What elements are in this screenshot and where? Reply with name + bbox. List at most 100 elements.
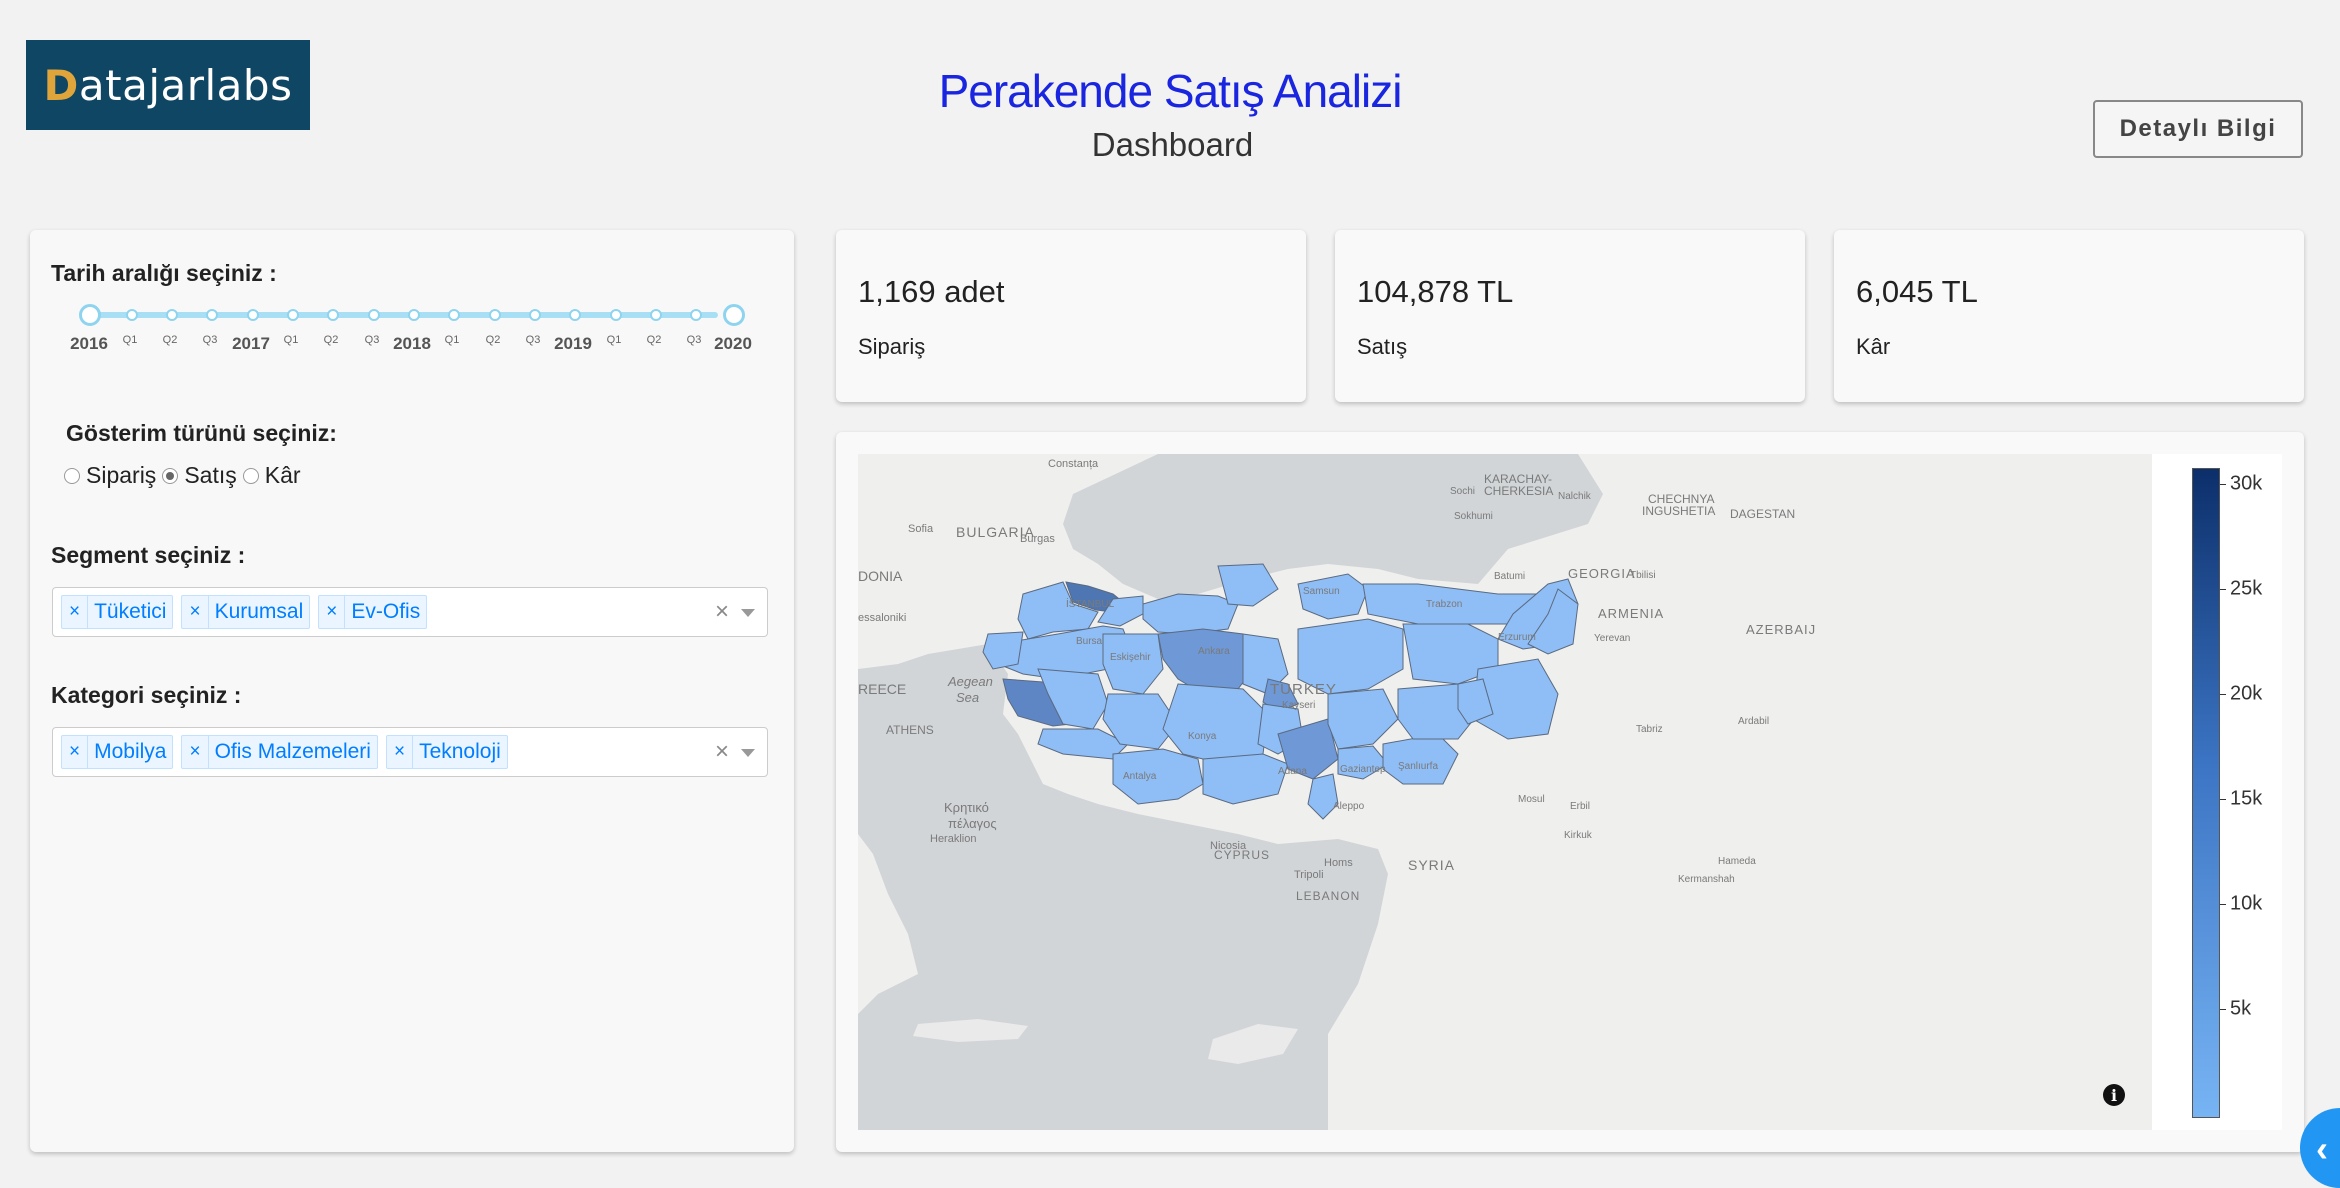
info-icon[interactable]: i (2103, 1084, 2125, 1106)
kpi-label: Sipariş (858, 334, 926, 359)
province-sivas[interactable] (1297, 618, 1404, 695)
slider-dot[interactable] (489, 309, 501, 321)
kpi-value: 1,169 adet (858, 274, 1005, 309)
remove-chip-icon[interactable]: × (62, 596, 89, 628)
radio-circle-checked[interactable] (162, 467, 179, 484)
province-kocaeli-sakarya[interactable] (1097, 595, 1144, 627)
display-type-radio-group: Sipariş Satış Kâr (64, 462, 307, 489)
province-kahramanmaras-malatya[interactable] (1327, 688, 1399, 750)
slider-dot[interactable] (247, 309, 259, 321)
slider-mark-year: 2019 (554, 334, 592, 353)
remove-chip-icon[interactable]: × (387, 736, 414, 768)
slider-mark-year: 2017 (232, 334, 270, 353)
segment-chip: × Ev-Ofis (318, 595, 428, 629)
category-select[interactable]: × Mobilya × Ofis Malzemeleri × Teknoloji × (52, 727, 768, 777)
map-label: Burgas (1020, 533, 1055, 545)
province-gaziantep[interactable] (1337, 745, 1389, 780)
province-hatay[interactable] (1307, 773, 1339, 820)
kpi-label: Satış (1357, 334, 1408, 359)
detail-info-button[interactable]: Detaylı Bilgi (2093, 100, 2303, 158)
colorbar-tick (2220, 484, 2226, 485)
province-samsun[interactable] (1297, 573, 1369, 620)
province-bitlis-mus[interactable] (1457, 678, 1494, 725)
kpi-card-orders: 1,169 adet Sipariş (836, 230, 1306, 402)
map-svg[interactable]: Constanța BULGARIA Sofia Burgas DONIA es… (858, 454, 2152, 1130)
map-label: Mosul (1518, 794, 1545, 805)
slider-dot[interactable] (166, 309, 178, 321)
map-label: essaloniki (858, 612, 906, 624)
radio-kar[interactable]: Kâr (242, 462, 301, 489)
province-adana[interactable] (1277, 718, 1339, 780)
slider-dot[interactable] (206, 309, 218, 321)
map-label: REECE (858, 681, 906, 697)
remove-chip-icon[interactable]: × (62, 736, 89, 768)
slider-mark-quarter: Q2 (162, 334, 178, 346)
province-eskisehir-kutahya[interactable] (1102, 633, 1164, 695)
slider-dot[interactable] (448, 309, 460, 321)
map-label: TURKEY (1270, 681, 1337, 698)
slider-dot[interactable] (529, 309, 541, 321)
map-label: LEBANON (1296, 889, 1360, 903)
slider-dot[interactable] (287, 309, 299, 321)
province-mersin[interactable] (1202, 753, 1289, 805)
slider-dot[interactable] (126, 309, 138, 321)
colorbar-tick (2220, 904, 2226, 905)
page-subtitle: Dashboard (1091, 126, 1254, 163)
clear-all-icon[interactable]: × (714, 738, 729, 765)
kpi-card-sales: 104,878 TL Satış (1335, 230, 1805, 402)
remove-chip-icon[interactable]: × (319, 596, 346, 628)
slider-dot[interactable] (368, 309, 380, 321)
slider-mark-year: 2020 (714, 334, 752, 353)
province-sanliurfa[interactable] (1382, 733, 1459, 785)
clear-all-icon[interactable]: × (714, 598, 729, 625)
province-ankara[interactable] (1157, 628, 1254, 695)
radio-satis[interactable]: Satış (162, 462, 237, 489)
map-labels: Constanța BULGARIA Sofia Burgas DONIA es… (858, 458, 1815, 903)
radio-siparis[interactable]: Sipariş (64, 462, 156, 489)
choropleth-map[interactable]: Constanța BULGARIA Sofia Burgas DONIA es… (858, 454, 2152, 1130)
slider-mark-quarter: Q1 (283, 334, 299, 346)
radio-circle[interactable] (64, 467, 80, 484)
slider-handle-end[interactable] (723, 304, 745, 326)
display-type-label: Gösterim türünü seçiniz: (66, 420, 337, 446)
colorbar-tick (2220, 1009, 2226, 1010)
map-label: Sochi (1450, 486, 1475, 497)
category-chip: × Mobilya (61, 735, 174, 769)
province-west-black-sea[interactable] (1142, 593, 1239, 635)
map-label: Kermanshah (1678, 874, 1735, 885)
radio-label: Satış (184, 462, 237, 488)
date-range-slider[interactable]: 2016 Q1 Q2 Q3 2017 Q1 Q2 Q3 2018 Q1 Q2 Q… (58, 294, 752, 354)
map-label: Ankara (1198, 646, 1230, 657)
collapse-sidebar-button[interactable]: ‹ (2300, 1108, 2340, 1188)
slider-mark-quarter: Q1 (606, 334, 622, 346)
slider-dot[interactable] (327, 309, 339, 321)
slider-dot[interactable] (569, 309, 581, 321)
dropdown-arrow-icon[interactable] (741, 609, 755, 617)
radio-circle[interactable] (242, 467, 259, 484)
segment-select[interactable]: × Tüketici × Kurumsal × Ev-Ofis × (52, 587, 768, 637)
dropdown-arrow-icon[interactable] (741, 749, 755, 757)
slider-dot[interactable] (610, 309, 622, 321)
province-konya[interactable] (1162, 683, 1269, 765)
province-antalya[interactable] (1112, 748, 1204, 805)
map-label: Aleppo (1333, 801, 1365, 812)
map-label: CHERKESIA (1484, 484, 1553, 498)
slider-dot[interactable] (650, 309, 662, 321)
segment-chip: × Kurumsal (181, 595, 311, 629)
colorbar: 30k 25k 20k 15k 10k 5k (2152, 454, 2282, 1130)
remove-chip-icon[interactable]: × (182, 736, 209, 768)
category-chip: × Teknoloji (385, 735, 508, 769)
map-label: Sokhumi (1454, 511, 1493, 522)
slider-handle-start[interactable] (79, 304, 101, 326)
category-chip: × Ofis Malzemeleri (181, 735, 378, 769)
crete-island (913, 1019, 1028, 1042)
slider-dot[interactable] (408, 309, 420, 321)
turkey-provinces[interactable] (982, 563, 1579, 820)
logo-wordmark: atajarlabs (78, 60, 293, 110)
province-canakkale[interactable] (982, 631, 1024, 670)
chip-label: Mobilya (94, 740, 167, 763)
province-kars-ardahan[interactable] (1527, 588, 1579, 655)
slider-dot[interactable] (690, 309, 702, 321)
province-sinop-kastamonu[interactable] (1217, 563, 1279, 607)
remove-chip-icon[interactable]: × (182, 596, 209, 628)
